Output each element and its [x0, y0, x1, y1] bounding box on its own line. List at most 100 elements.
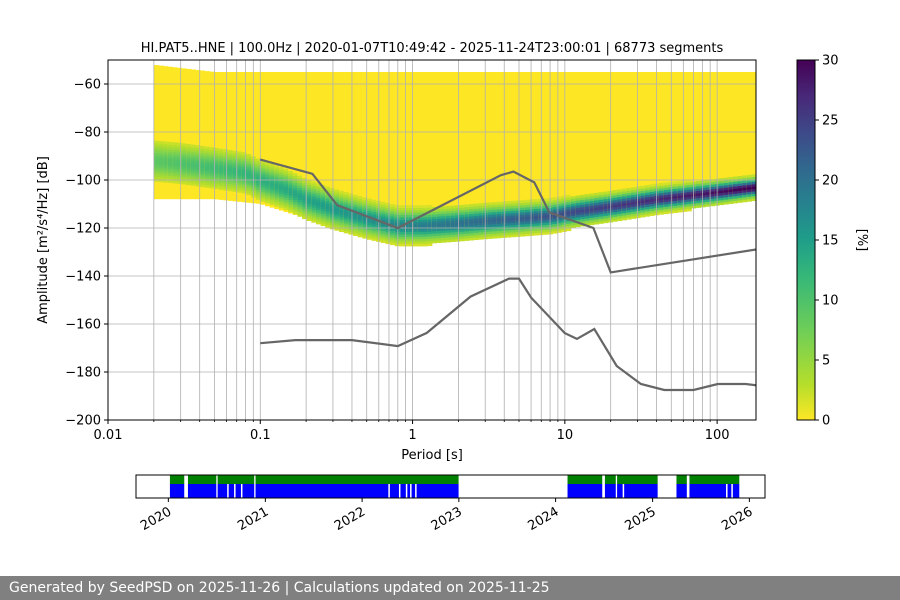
heatmap-cell	[413, 224, 419, 228]
heatmap-cell	[417, 72, 424, 233]
heatmap-cell	[746, 198, 752, 202]
heatmap-cell	[399, 231, 405, 235]
heatmap-cell	[306, 211, 312, 214]
heatmap-cell	[491, 216, 498, 220]
heatmap-cell	[278, 205, 285, 209]
colorbar-tick-label: 30	[822, 54, 839, 69]
heatmap-cell	[297, 182, 303, 186]
heatmap-cell	[260, 189, 266, 193]
heatmap-cell	[251, 180, 257, 184]
heatmap-cell	[339, 198, 345, 201]
heatmap-cell	[718, 187, 725, 191]
heatmap-cell	[214, 164, 220, 168]
heatmap-cell	[630, 189, 637, 193]
heatmap-cell	[315, 216, 322, 220]
heatmap-cell	[436, 223, 442, 227]
availability-gap	[410, 484, 412, 498]
heatmap-cell	[232, 174, 238, 178]
heatmap-cell	[232, 177, 238, 180]
heatmap-cell	[232, 186, 238, 190]
heatmap-cell	[315, 195, 322, 198]
heatmap-cell	[223, 180, 229, 184]
heatmap-cell	[218, 187, 224, 190]
heatmap-cell	[362, 228, 368, 232]
heatmap-cell	[700, 199, 706, 203]
heatmap-cell	[278, 176, 285, 180]
heatmap-cell	[348, 215, 354, 218]
heatmap-cell	[464, 221, 470, 225]
heatmap-cell	[561, 72, 567, 219]
x-axis-label: Period [s]	[401, 448, 463, 463]
heatmap-cell	[278, 186, 285, 190]
heatmap-cell	[390, 237, 396, 241]
x-tick-label: 1	[408, 428, 416, 443]
heatmap-cell	[232, 155, 238, 159]
heatmap-cell	[325, 205, 331, 209]
heatmap-cell	[357, 234, 363, 238]
heatmap-cell	[181, 68, 187, 200]
heatmap-cell	[390, 211, 396, 214]
heatmap-cell	[237, 173, 243, 176]
heatmap-cell	[505, 217, 512, 221]
heatmap-cell	[246, 185, 252, 188]
heatmap-cell	[473, 206, 479, 209]
heatmap-cell	[672, 200, 678, 204]
heatmap-cell	[612, 194, 618, 198]
heatmap-cell	[311, 72, 317, 221]
heatmap-cell	[297, 194, 303, 198]
heatmap-cell	[422, 233, 428, 237]
heatmap-cell	[306, 213, 312, 217]
heatmap-cell	[667, 198, 674, 202]
heatmap-cell	[195, 152, 201, 156]
y-tick-label: −140	[65, 270, 101, 285]
heatmap-cell	[195, 171, 201, 175]
heatmap-cell	[246, 180, 252, 184]
heatmap-cell	[209, 161, 215, 165]
heatmap-cell	[556, 210, 563, 214]
heatmap-cell	[644, 189, 651, 193]
heatmap-cell	[427, 224, 433, 227]
heatmap-cell	[200, 70, 206, 200]
heatmap-cell	[288, 199, 294, 203]
heatmap-cell	[204, 151, 211, 155]
heatmap-cell	[200, 167, 206, 171]
heatmap-cell	[454, 207, 461, 211]
heatmap-cell	[644, 72, 651, 210]
heatmap-cell	[667, 203, 674, 207]
heatmap-cell	[186, 170, 192, 174]
heatmap-cell	[246, 165, 252, 169]
heatmap-cell	[515, 207, 521, 211]
heatmap-cell	[292, 178, 299, 181]
heatmap-cell	[172, 144, 178, 148]
heatmap-cell	[334, 206, 340, 210]
heatmap-cell	[177, 149, 183, 153]
heatmap-cell	[353, 204, 359, 208]
heatmap-cell	[380, 230, 387, 234]
heatmap-cell	[278, 167, 285, 170]
heatmap-cell	[237, 187, 243, 191]
heatmap-cell	[635, 210, 641, 214]
heatmap-cell	[561, 207, 567, 211]
heatmap-cell	[640, 205, 646, 208]
heatmap-cell	[385, 72, 391, 233]
heatmap-cell	[353, 221, 359, 224]
heatmap-cell	[621, 215, 627, 218]
heatmap-cell	[232, 184, 238, 188]
heatmap-cell	[255, 170, 261, 174]
x-tick-label: 100	[705, 428, 730, 443]
availability-gap	[405, 484, 408, 498]
heatmap-cell	[478, 229, 484, 233]
heatmap-cell	[167, 146, 173, 150]
heatmap-cell	[491, 206, 498, 210]
heatmap-cell	[158, 179, 164, 183]
heatmap-cell	[510, 215, 516, 219]
heatmap-cell	[431, 221, 437, 225]
heatmap-cell	[413, 236, 419, 240]
heatmap-cell	[297, 192, 303, 196]
heatmap-cell	[292, 192, 299, 196]
heatmap-cell	[380, 240, 387, 243]
heatmap-cell	[232, 167, 238, 171]
heatmap-cell	[529, 209, 535, 212]
heatmap-cell	[728, 198, 734, 202]
heatmap-cell	[464, 204, 470, 208]
